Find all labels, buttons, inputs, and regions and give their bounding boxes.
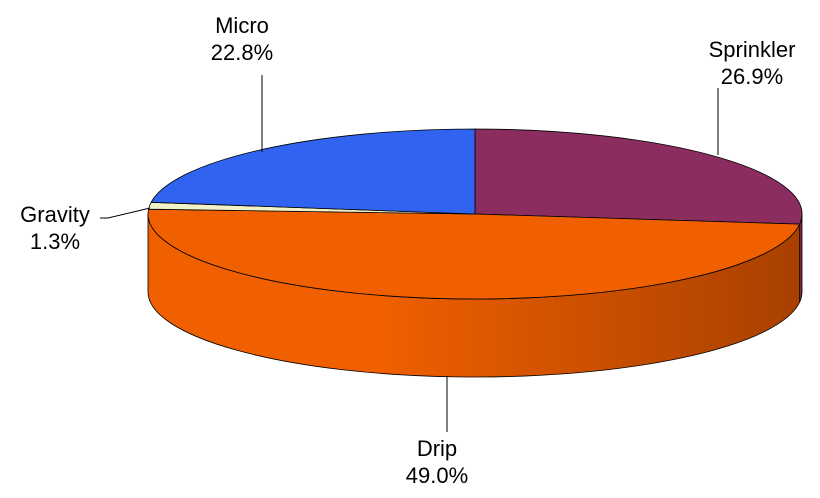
slice-sprinkler — [474, 128, 803, 225]
pie-top-layer — [147, 128, 803, 300]
slice-label-micro: Micro — [215, 13, 269, 38]
slice-value-sprinkler: 26.9% — [721, 64, 783, 89]
slice-label-drip: Drip — [417, 436, 457, 461]
slice-micro — [150, 128, 476, 215]
slice-value-gravity: 1.3% — [30, 229, 80, 254]
leader-lines — [100, 75, 719, 432]
slice-value-micro: 22.8% — [211, 40, 273, 65]
leader-line-gravity — [100, 207, 151, 219]
slice-value-drip: 49.0% — [406, 463, 468, 488]
slice-label-sprinkler: Sprinkler — [709, 37, 796, 62]
slice-drip — [147, 208, 801, 300]
slice-label-gravity: Gravity — [20, 202, 90, 227]
